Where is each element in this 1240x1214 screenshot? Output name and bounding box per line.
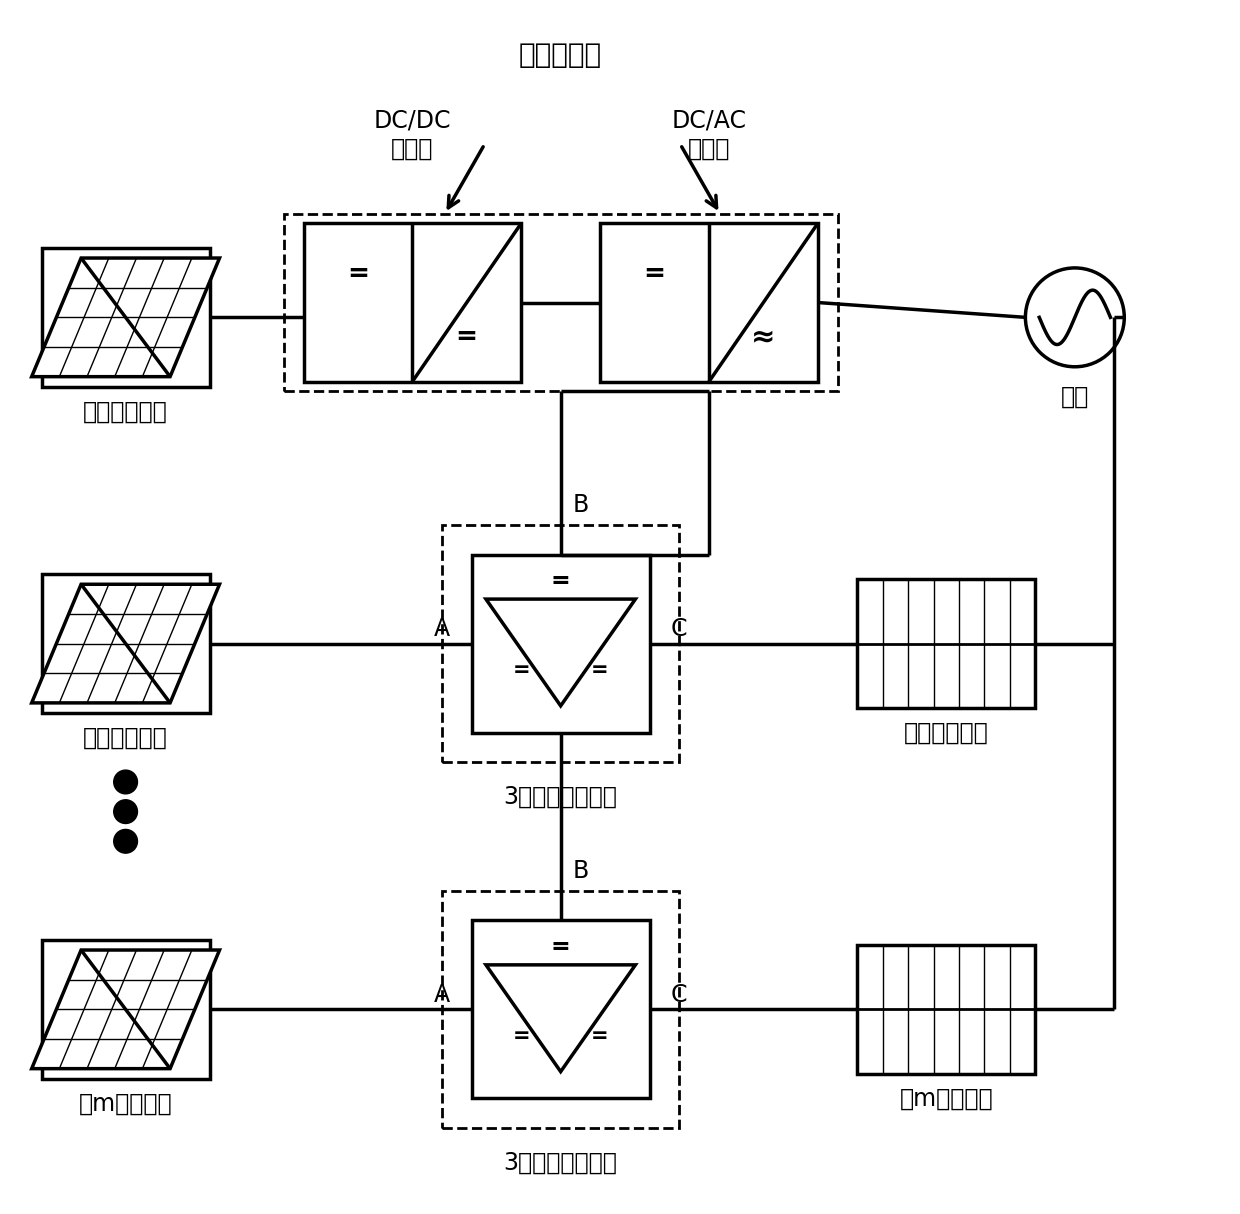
- Bar: [471, 555, 650, 732]
- Circle shape: [114, 829, 138, 853]
- Text: 第m储能电池: 第m储能电池: [899, 1087, 993, 1111]
- Text: C: C: [671, 617, 687, 641]
- Circle shape: [114, 770, 138, 794]
- Polygon shape: [486, 599, 635, 705]
- Polygon shape: [32, 584, 219, 703]
- Text: B: B: [573, 860, 589, 883]
- Text: A: A: [434, 982, 450, 1006]
- Bar: [42, 940, 210, 1078]
- Text: 第m光伏阵列: 第m光伏阵列: [79, 1091, 172, 1116]
- Text: =: =: [512, 660, 531, 680]
- Polygon shape: [32, 259, 219, 376]
- Circle shape: [114, 800, 138, 823]
- Bar: [42, 248, 210, 386]
- Text: DC/AC
逆变器: DC/AC 逆变器: [672, 108, 746, 160]
- Bar: [857, 944, 1035, 1073]
- Circle shape: [1025, 268, 1125, 367]
- Bar: [600, 223, 817, 381]
- Bar: [441, 524, 680, 762]
- Text: =: =: [512, 1026, 531, 1046]
- Text: DC/DC
变换器: DC/DC 变换器: [373, 108, 451, 160]
- Text: =: =: [551, 935, 570, 959]
- Text: 第二光伏阵列: 第二光伏阵列: [83, 726, 167, 749]
- Text: 第一储能电池: 第一储能电池: [904, 721, 988, 744]
- Text: C: C: [671, 982, 687, 1006]
- Bar: [304, 223, 521, 381]
- Text: 第一光伏阵列: 第一光伏阵列: [83, 399, 167, 424]
- Polygon shape: [486, 965, 635, 1072]
- Text: B: B: [573, 493, 589, 517]
- Bar: [441, 891, 680, 1128]
- Text: =: =: [551, 569, 570, 594]
- Bar: [42, 574, 210, 713]
- Text: 光伏逆变器: 光伏逆变器: [520, 41, 603, 69]
- Bar: [284, 214, 837, 391]
- Text: =: =: [591, 1026, 609, 1046]
- Text: =: =: [591, 660, 609, 680]
- Polygon shape: [32, 951, 219, 1068]
- Bar: [471, 920, 650, 1099]
- Text: ≈: ≈: [751, 323, 775, 351]
- Text: 3端口储能变换器: 3端口储能变换器: [503, 1151, 618, 1175]
- Text: A: A: [434, 617, 450, 641]
- Text: =: =: [347, 261, 370, 287]
- Text: 电网: 电网: [1060, 385, 1089, 408]
- Text: =: =: [644, 261, 666, 287]
- Text: =: =: [456, 324, 477, 351]
- Text: 3端口储能变换器: 3端口储能变换器: [503, 784, 618, 809]
- Bar: [857, 579, 1035, 708]
